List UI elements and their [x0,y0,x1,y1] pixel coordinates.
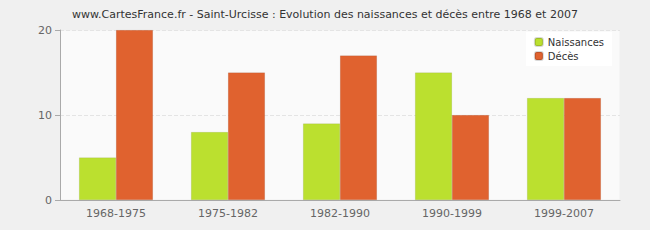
svg-text:1975-1982: 1975-1982 [198,207,258,220]
svg-text:www.CartesFrance.fr - Saint-Ur: www.CartesFrance.fr - Saint-Urcisse : Ev… [72,8,578,21]
svg-text:10: 10 [38,109,52,122]
svg-text:1999-2007: 1999-2007 [534,207,594,220]
svg-text:1968-1975: 1968-1975 [86,207,146,220]
svg-text:Naissances: Naissances [548,37,604,48]
svg-text:0: 0 [45,194,52,207]
svg-text:Décès: Décès [548,51,579,62]
svg-text:1990-1999: 1990-1999 [422,207,482,220]
svg-text:20: 20 [38,24,52,37]
svg-text:1982-1990: 1982-1990 [310,207,370,220]
